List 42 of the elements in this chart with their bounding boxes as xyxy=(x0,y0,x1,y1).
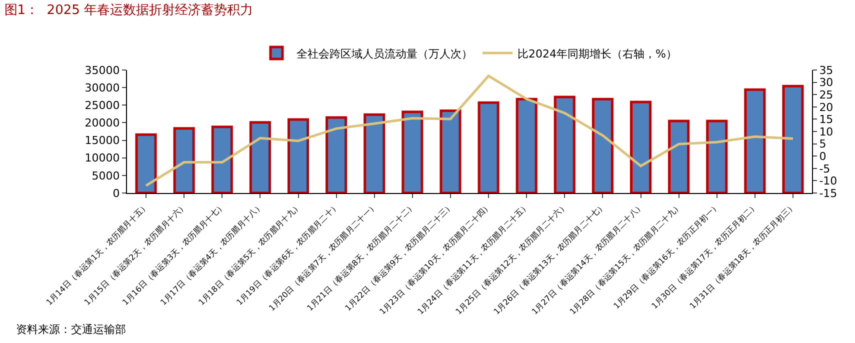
y2-tick-label: 5 xyxy=(819,138,826,151)
bar xyxy=(706,120,728,193)
bar xyxy=(364,113,386,193)
bar xyxy=(249,121,271,193)
bar xyxy=(287,118,310,193)
y-tick-label: 25000 xyxy=(84,98,120,112)
y-tick-label: 30000 xyxy=(84,81,120,94)
y2-tick-label: -15 xyxy=(819,186,838,200)
y-tick-label: 15000 xyxy=(84,134,120,148)
bar xyxy=(173,127,195,193)
y2-tick-label: -10 xyxy=(819,174,838,188)
y2-tick-label: 25 xyxy=(819,88,834,102)
bar xyxy=(326,116,348,193)
bar xyxy=(478,101,500,193)
y2-tick-label: -5 xyxy=(819,162,830,176)
bar xyxy=(516,98,538,193)
line-series xyxy=(144,74,794,187)
y2-tick-label: 35 xyxy=(819,64,834,77)
y-tick-label: 5000 xyxy=(92,169,120,182)
bar xyxy=(440,110,462,193)
y-tick-label: 35000 xyxy=(84,64,120,77)
bar xyxy=(744,88,766,193)
y-tick-label: 20000 xyxy=(84,116,120,130)
y-tick-label: 0 xyxy=(112,186,120,200)
y-tick-label: 10000 xyxy=(84,152,120,165)
bar xyxy=(135,133,157,193)
bar xyxy=(592,98,614,193)
bar xyxy=(630,100,652,193)
y2-tick-label: 10 xyxy=(819,125,834,138)
chart-title: 图1： 2025 年春运数据折射经济蓄势积力 xyxy=(4,3,254,18)
y2-tick-label: 0 xyxy=(819,150,826,163)
text: 资料来源：交通运输部 xyxy=(16,323,126,336)
bar xyxy=(211,126,233,193)
y2-tick-label: 20 xyxy=(819,100,834,114)
bar xyxy=(782,84,804,193)
y2-tick-label: 15 xyxy=(819,113,834,126)
y2-tick-label: 30 xyxy=(819,76,834,90)
bar xyxy=(668,120,690,193)
legend-label: 比2024年同期增长（右轴，%） xyxy=(518,47,677,60)
bar xyxy=(554,96,576,193)
bar xyxy=(402,110,424,193)
legend-label: 全社会跨区域人员流动量（万人次） xyxy=(296,47,472,60)
